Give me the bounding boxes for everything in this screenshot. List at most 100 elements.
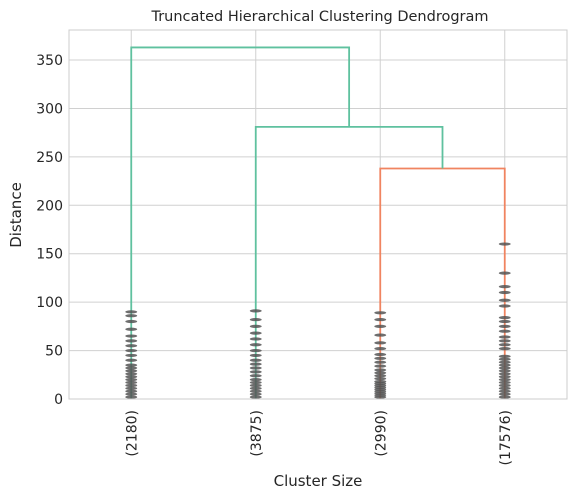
merge-marker — [498, 304, 511, 308]
y-tick-label: 350 — [36, 53, 63, 69]
merge-marker — [498, 392, 511, 396]
x-tick-label: (3875) — [249, 410, 265, 457]
merge-marker — [374, 379, 387, 384]
y-tick-label: 300 — [36, 101, 63, 117]
chart-title: Truncated Hierarchical Clustering Dendro… — [150, 9, 488, 25]
merge-marker — [498, 375, 511, 379]
merge-marker — [498, 347, 511, 351]
merge-marker — [374, 364, 387, 368]
merge-marker — [125, 389, 138, 393]
merge-marker — [125, 314, 138, 318]
y-axis-title: Distance — [7, 182, 25, 248]
merge-marker — [125, 380, 138, 385]
merge-marker — [249, 331, 262, 335]
merge-marker — [249, 374, 262, 378]
merge-marker — [498, 369, 511, 373]
merge-marker — [125, 339, 138, 343]
merge-marker — [249, 348, 262, 353]
dendrogram-link — [379, 167, 506, 399]
y-tick-label: 200 — [36, 198, 63, 214]
merge-marker — [498, 298, 511, 302]
merge-marker — [498, 395, 511, 399]
merge-marker — [125, 310, 138, 314]
y-tick-label: 0 — [54, 392, 63, 408]
merge-marker — [125, 369, 138, 373]
merge-marker — [374, 377, 387, 381]
merge-marker — [249, 353, 262, 358]
merge-marker — [498, 242, 511, 246]
merge-marker — [125, 363, 138, 367]
merge-marker — [498, 366, 511, 370]
merge-marker — [498, 389, 511, 393]
grid-lines — [69, 30, 567, 400]
y-tick-label: 150 — [36, 247, 63, 263]
merge-marker — [374, 347, 387, 351]
merge-marker — [498, 335, 511, 339]
merge-marker — [498, 316, 511, 320]
merge-marker — [249, 386, 262, 390]
merge-marker — [498, 285, 511, 289]
merge-marker — [498, 324, 511, 328]
merge-marker — [374, 371, 387, 375]
merge-marker — [498, 380, 511, 385]
y-axis-ticks: 0 50 100 150 200 250 300 350 — [36, 53, 63, 408]
merge-marker — [125, 319, 138, 324]
dendrogram-link — [130, 46, 351, 399]
merge-marker — [249, 378, 262, 382]
merge-marker — [374, 317, 387, 322]
merge-marker — [374, 333, 387, 337]
merge-marker — [374, 341, 387, 345]
merge-marker — [249, 358, 262, 362]
merge-marker — [125, 386, 138, 390]
plot-frame — [68, 29, 568, 400]
merge-marker — [498, 329, 511, 333]
y-tick-label: 250 — [36, 150, 63, 166]
merge-marker — [498, 383, 511, 388]
merge-marker — [498, 360, 511, 364]
merge-marker — [374, 368, 387, 372]
merge-marker — [125, 344, 138, 348]
merge-marker — [249, 383, 262, 388]
x-tick-label: (2180) — [124, 410, 140, 457]
merge-marker — [125, 395, 138, 399]
merge-marker — [249, 392, 262, 396]
leaf-merge-markers — [125, 242, 511, 399]
merge-marker — [498, 354, 511, 358]
x-tick-label: (2990) — [373, 410, 389, 457]
x-axis-title: Cluster Size — [274, 472, 363, 490]
merge-marker — [249, 366, 262, 370]
merge-marker — [249, 370, 262, 374]
merge-marker — [125, 383, 138, 388]
merge-marker — [374, 360, 387, 364]
merge-marker — [125, 358, 138, 362]
merge-marker — [498, 363, 511, 367]
merge-marker — [498, 372, 511, 376]
merge-marker — [249, 380, 262, 385]
merge-marker — [498, 378, 511, 382]
merge-marker — [374, 374, 387, 378]
merge-marker — [125, 353, 138, 358]
merge-marker — [498, 343, 511, 347]
y-tick-label: 50 — [45, 344, 63, 360]
merge-marker — [249, 317, 262, 322]
merge-marker — [125, 378, 138, 382]
x-tick-label: (17576) — [498, 410, 514, 465]
merge-marker — [125, 327, 138, 331]
dendrogram-links — [130, 46, 506, 399]
merge-marker — [249, 337, 262, 341]
merge-marker — [249, 362, 262, 366]
merge-marker — [249, 324, 262, 328]
merge-marker — [125, 392, 138, 396]
merge-marker — [498, 339, 511, 343]
merge-marker — [374, 311, 387, 315]
merge-marker — [374, 324, 387, 328]
merge-marker — [498, 357, 511, 361]
x-axis-ticks: (2180) (3875) (2990) (17576) — [124, 410, 514, 465]
merge-marker — [374, 352, 387, 357]
merge-marker — [374, 356, 387, 360]
merge-marker — [125, 375, 138, 379]
merge-marker — [249, 395, 262, 399]
merge-marker — [125, 372, 138, 376]
merge-marker — [498, 290, 511, 295]
